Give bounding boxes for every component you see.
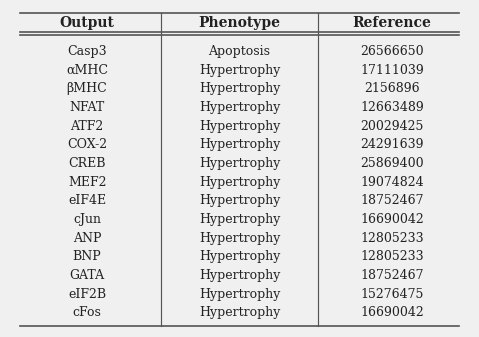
Text: Apoptosis: Apoptosis xyxy=(208,45,271,58)
Text: 24291639: 24291639 xyxy=(360,139,423,151)
Text: 25869400: 25869400 xyxy=(360,157,424,170)
Text: Casp3: Casp3 xyxy=(67,45,107,58)
Text: GATA: GATA xyxy=(69,269,105,282)
Text: Hypertrophy: Hypertrophy xyxy=(199,306,280,319)
Text: 12805233: 12805233 xyxy=(360,250,424,264)
Text: 20029425: 20029425 xyxy=(360,120,423,133)
Text: ANP: ANP xyxy=(73,232,102,245)
Text: Reference: Reference xyxy=(353,16,431,30)
Text: 19074824: 19074824 xyxy=(360,176,424,189)
Text: BNP: BNP xyxy=(73,250,102,264)
Text: CREB: CREB xyxy=(68,157,106,170)
Text: COX-2: COX-2 xyxy=(67,139,107,151)
Text: βMHC: βMHC xyxy=(67,82,107,95)
Text: 26566650: 26566650 xyxy=(360,45,424,58)
Text: cFos: cFos xyxy=(73,306,102,319)
Text: 18752467: 18752467 xyxy=(360,269,423,282)
Text: 12805233: 12805233 xyxy=(360,232,424,245)
Text: Hypertrophy: Hypertrophy xyxy=(199,120,280,133)
Text: eIF4E: eIF4E xyxy=(68,194,106,207)
Text: Hypertrophy: Hypertrophy xyxy=(199,157,280,170)
Text: 18752467: 18752467 xyxy=(360,194,423,207)
Text: Hypertrophy: Hypertrophy xyxy=(199,232,280,245)
Text: MEF2: MEF2 xyxy=(68,176,106,189)
Text: 17111039: 17111039 xyxy=(360,64,424,77)
Text: Hypertrophy: Hypertrophy xyxy=(199,250,280,264)
Text: ATF2: ATF2 xyxy=(70,120,104,133)
Text: Hypertrophy: Hypertrophy xyxy=(199,101,280,114)
Text: NFAT: NFAT xyxy=(69,101,105,114)
Text: Hypertrophy: Hypertrophy xyxy=(199,288,280,301)
Text: Output: Output xyxy=(60,16,114,30)
Text: αMHC: αMHC xyxy=(66,64,108,77)
Text: Hypertrophy: Hypertrophy xyxy=(199,82,280,95)
Text: Hypertrophy: Hypertrophy xyxy=(199,194,280,207)
Text: Hypertrophy: Hypertrophy xyxy=(199,64,280,77)
Text: Phenotype: Phenotype xyxy=(198,16,281,30)
Text: 16690042: 16690042 xyxy=(360,213,424,226)
Text: Hypertrophy: Hypertrophy xyxy=(199,213,280,226)
Text: eIF2B: eIF2B xyxy=(68,288,106,301)
Text: 16690042: 16690042 xyxy=(360,306,424,319)
Text: 2156896: 2156896 xyxy=(364,82,420,95)
Text: Hypertrophy: Hypertrophy xyxy=(199,139,280,151)
Text: cJun: cJun xyxy=(73,213,101,226)
Text: Hypertrophy: Hypertrophy xyxy=(199,176,280,189)
Text: 12663489: 12663489 xyxy=(360,101,424,114)
Text: 15276475: 15276475 xyxy=(360,288,423,301)
Text: Hypertrophy: Hypertrophy xyxy=(199,269,280,282)
